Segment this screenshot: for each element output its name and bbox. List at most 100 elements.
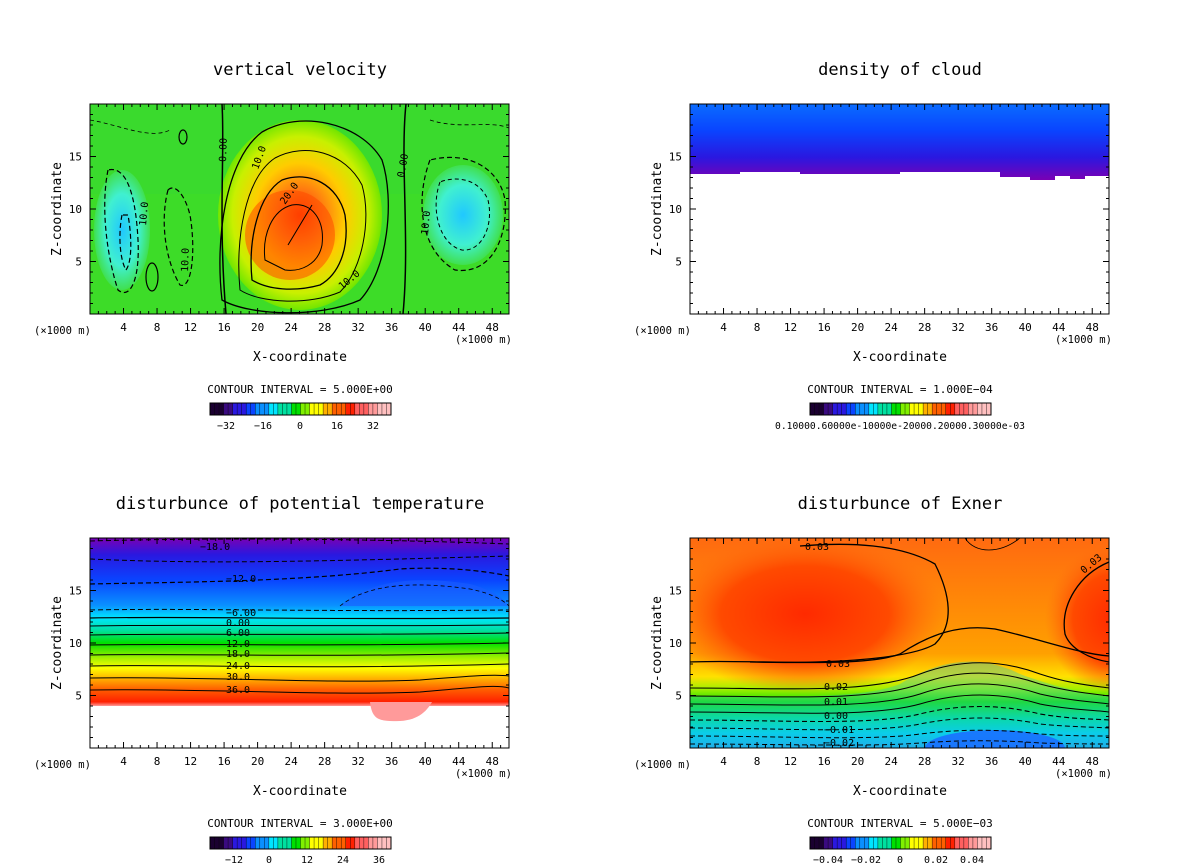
colorbar-swatch	[237, 403, 242, 415]
colorbar-swatch	[354, 837, 360, 849]
x-unit-left: (×1000 m)	[34, 759, 91, 771]
chart-exner: disturbunce of Exner 0.03 0.03 0.03 0.02…	[634, 494, 1112, 866]
downdraft-right	[423, 165, 503, 265]
x-unit-right: (×1000 m)	[455, 334, 512, 346]
colorbar-swatch	[977, 837, 983, 849]
x-tick-label: 20	[851, 321, 864, 334]
colorbar-swatch	[986, 837, 992, 849]
colorbar-swatch	[864, 403, 870, 415]
colorbar-swatch	[819, 837, 824, 849]
y-axis: 5 10 15	[69, 114, 509, 304]
colorbar-swatch	[300, 837, 306, 849]
colorbar-swatch	[318, 403, 324, 415]
x-tick-label: 16	[217, 755, 230, 768]
contour-label: 0.00	[218, 138, 230, 162]
colorbar-swatch	[354, 403, 360, 415]
colorbar-tick: 0.02	[924, 855, 948, 866]
x-tick-label: 32	[952, 321, 965, 334]
colorbar	[809, 402, 992, 416]
colorbar-swatch	[837, 403, 842, 415]
colorbar-swatch	[327, 837, 333, 849]
x-tick-label: 40	[419, 321, 432, 334]
x-unit-right: (×1000 m)	[455, 768, 512, 780]
colorbar-tick: 24	[337, 855, 349, 866]
theta-field	[90, 538, 509, 748]
colorbar-tick: 12	[301, 855, 313, 866]
x-unit-left: (×1000 m)	[634, 325, 691, 337]
colorbar-swatch	[228, 403, 233, 415]
contour-label: 10.0	[420, 210, 433, 235]
colorbar-swatch	[954, 403, 960, 415]
colorbar-swatch	[291, 837, 297, 849]
x-tick-label: 12	[184, 755, 197, 768]
x-unit-left: (×1000 m)	[34, 325, 91, 337]
colorbar-swatch	[372, 837, 378, 849]
colorbar-swatch	[823, 837, 829, 849]
x-tick-label: 44	[1052, 321, 1066, 334]
colorbar-swatch	[345, 403, 351, 415]
colorbar-tick: −16	[254, 421, 272, 432]
x-tick-label: 24	[884, 321, 898, 334]
colorbar-swatch	[914, 403, 919, 415]
colorbar-swatch	[945, 403, 951, 415]
colorbar-swatch	[350, 403, 356, 415]
contour-interval: CONTOUR INTERVAL = 5.000E+00	[207, 383, 392, 396]
x-tick-label: 20	[251, 755, 264, 768]
x-tick-label: 36	[985, 755, 998, 768]
contour-interval: CONTOUR INTERVAL = 5.000E−03	[807, 817, 992, 830]
colorbar-swatch	[273, 403, 279, 415]
contour-label: 30.0	[226, 672, 250, 683]
colorbar-swatch	[891, 837, 897, 849]
chart-title: vertical velocity	[213, 60, 387, 80]
colorbar-swatch	[819, 403, 824, 415]
exner-field	[690, 538, 1109, 748]
colorbar-swatch	[250, 403, 256, 415]
contour-label: 12.0	[226, 639, 250, 650]
contour-label: 18.0	[226, 649, 250, 660]
colorbar-tick: −12	[225, 855, 243, 866]
y-tick-label: 5	[75, 690, 82, 703]
colorbar-swatch	[828, 403, 833, 415]
contour-label: 0.01	[824, 697, 848, 708]
downdraft-left	[94, 170, 150, 290]
colorbar-swatch	[295, 403, 301, 415]
colorbar-swatch	[873, 403, 879, 415]
x-axis-label: X-coordinate	[853, 350, 947, 365]
x-tick-label: 28	[318, 755, 331, 768]
colorbar-swatch	[237, 837, 242, 849]
x-unit-left: (×1000 m)	[634, 759, 691, 771]
colorbar-swatch	[868, 403, 874, 415]
colorbar-swatch	[932, 837, 937, 849]
chart-density-of-cloud: density of cloud 4 8 12 16 20 24 28 32 36 40 44 48 …	[634, 60, 1112, 432]
colorbar-swatch	[828, 837, 833, 849]
colorbar-swatch	[905, 403, 910, 415]
x-tick-label: 16	[817, 321, 830, 334]
colorbar-swatch	[859, 837, 865, 849]
colorbar-swatch	[291, 403, 297, 415]
colorbar-tick: 0.04	[960, 855, 984, 866]
colorbar-swatch	[963, 837, 969, 849]
colorbar-swatch	[305, 403, 310, 415]
colorbar-swatch	[210, 837, 215, 849]
colorbar-swatch	[359, 837, 365, 849]
colorbar-swatch	[868, 837, 874, 849]
colorbar-ticks: −32 −16 0 16 32	[217, 421, 379, 432]
colorbar-swatch	[318, 837, 324, 849]
colorbar-swatch	[841, 403, 847, 415]
colorbar-swatch	[386, 837, 392, 849]
colorbar-swatch	[223, 837, 229, 849]
x-axis-label: X-coordinate	[853, 784, 947, 799]
chart-title: disturbunce of Exner	[798, 494, 1003, 514]
colorbar-tick: 36	[373, 855, 385, 866]
colorbar-swatch	[341, 403, 347, 415]
x-tick-label: 8	[754, 321, 761, 334]
x-axis-label: X-coordinate	[253, 350, 347, 365]
colorbar-swatch	[214, 837, 220, 849]
chart-title: density of cloud	[818, 60, 982, 80]
y-tick-label: 10	[69, 203, 82, 216]
contour-interval: CONTOUR INTERVAL = 1.000E−04	[807, 383, 993, 396]
colorbar-swatch	[968, 837, 974, 849]
contour-label: 10.0	[138, 201, 151, 226]
colorbar-swatch	[250, 837, 256, 849]
colorbar-swatch	[855, 837, 861, 849]
